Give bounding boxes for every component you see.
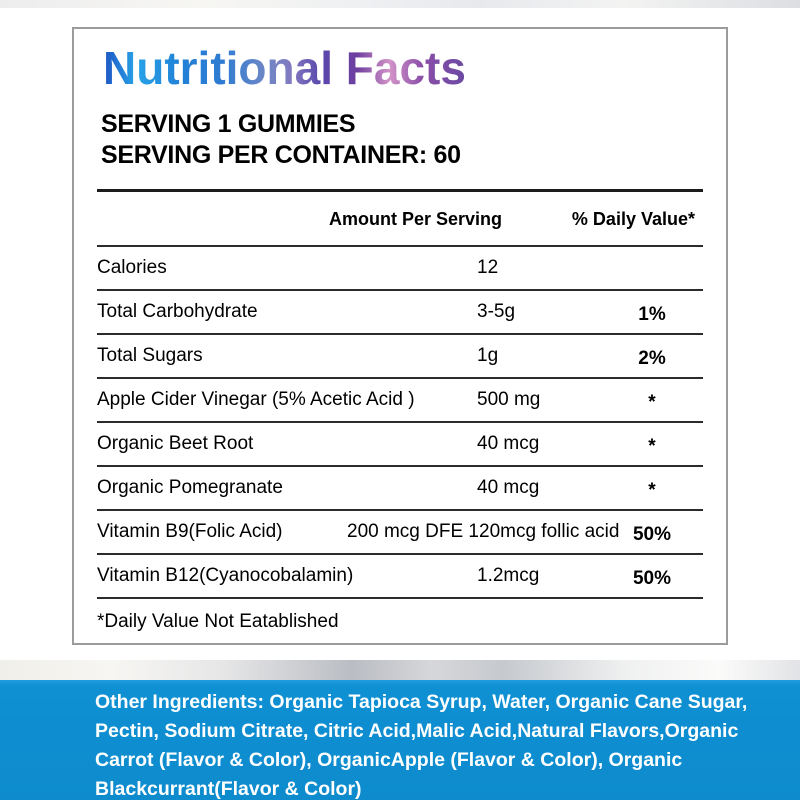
nutrient-name: Organic Pomegranate: [97, 477, 283, 498]
nutrient-amount: 40 mcg: [477, 433, 540, 454]
ingredients-line: Blackcurrant(Flavor & Color): [95, 778, 362, 800]
nutrient-amount: 12: [477, 257, 499, 278]
nutrient-daily-value: *: [648, 392, 656, 413]
serving-size-line: SERVING 1 GUMMIES: [101, 110, 356, 138]
table-row: Total Carbohydrate 3-5g 1%: [97, 291, 703, 335]
thick-divider: [97, 189, 703, 192]
servings-per-container-line: SERVING PER CONTAINER: 60: [101, 141, 461, 169]
other-ingredients-panel: Other Ingredients: Organic Tapioca Syrup…: [0, 680, 800, 800]
amount-per-serving-header: Amount Per Serving: [329, 209, 503, 229]
nutrient-daily-value: 2%: [638, 348, 666, 369]
panel-title: Nutritional Facts: [103, 42, 466, 94]
nutrient-name: Apple Cider Vinegar (5% Acetic Acid ): [97, 389, 415, 410]
table-row: Total Sugars 1g 2%: [97, 335, 703, 379]
table-row: Organic Pomegranate 40 mcg *: [97, 467, 703, 511]
table-row: Apple Cider Vinegar (5% Acetic Acid ) 50…: [97, 379, 703, 423]
nutrient-daily-value: 1%: [638, 304, 666, 325]
silver-gradient-band: [0, 660, 800, 680]
nutrient-name: Vitamin B12(Cyanocobalamin): [97, 565, 354, 586]
nutrient-name: Total Sugars: [97, 345, 203, 366]
nutrient-name: Vitamin B9(Folic Acid): [97, 521, 283, 542]
nutrient-amount: 3-5g: [477, 301, 516, 322]
nutrient-daily-value: *: [648, 480, 656, 501]
nutrient-table: Calories 12 Total Carbohydrate 3-5g 1% T…: [97, 247, 703, 599]
table-row: Vitamin B12(Cyanocobalamin) 1.2mcg 50%: [97, 555, 703, 599]
nutrient-daily-value: 50%: [632, 524, 672, 545]
daily-value-footnote: *Daily Value Not Eatablished: [97, 611, 339, 632]
daily-value-header: % Daily Value*: [571, 209, 695, 229]
table-row: Vitamin B9(Folic Acid) 200 mcg DFE 120mc…: [97, 511, 703, 555]
nutrient-daily-value: *: [648, 436, 656, 457]
ingredients-line: Carrot (Flavor & Color), OrganicApple (F…: [95, 749, 683, 771]
table-row: Calories 12: [97, 247, 703, 291]
nutrient-name: Total Carbohydrate: [97, 301, 258, 322]
nutrient-amount: 1.2mcg: [477, 565, 540, 586]
nutrient-amount: 40 mcg: [477, 477, 540, 498]
nutrition-facts-panel: Nutritional Facts SERVING 1 GUMMIES SERV…: [72, 27, 728, 645]
nutrient-name: Organic Beet Root: [97, 433, 254, 454]
nutrient-daily-value: 50%: [632, 568, 672, 589]
nutrient-amount: 1g: [477, 345, 499, 366]
serving-info: SERVING 1 GUMMIES SERVING PER CONTAINER:…: [101, 109, 703, 171]
top-gradient-band: [0, 0, 800, 8]
nutrient-amount: 500 mg: [477, 389, 541, 410]
nutrient-amount: 200 mcg DFE 120mcg follic acid: [347, 521, 620, 542]
ingredients-line: Other Ingredients: Organic Tapioca Syrup…: [95, 691, 748, 713]
other-ingredients-text: Other Ingredients: Organic Tapioca Syrup…: [0, 688, 800, 800]
ingredients-line: Pectin, Sodium Citrate, Citric Acid,Mali…: [95, 720, 739, 742]
table-row: Organic Beet Root 40 mcg *: [97, 423, 703, 467]
nutrient-name: Calories: [97, 257, 167, 278]
table-header-row: Amount Per Serving % Daily Value*: [97, 192, 703, 247]
